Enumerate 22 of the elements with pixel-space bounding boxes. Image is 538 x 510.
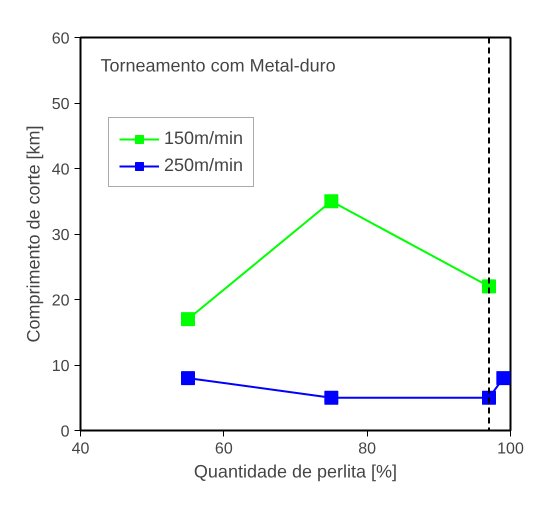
x-tick-label: 40: [72, 440, 90, 458]
point: [324, 194, 338, 208]
x-tick-label: 80: [358, 440, 376, 458]
y-tick-label: 50: [52, 96, 70, 113]
legend-label: 150m/min: [164, 128, 244, 149]
point: [324, 390, 338, 405]
y-tick-label: 30: [52, 227, 70, 244]
legend-label: 250m/min: [164, 155, 244, 176]
y-tick-label: 40: [52, 162, 70, 178]
point: [496, 371, 510, 386]
y-tick-label: 10: [52, 358, 70, 375]
point: [181, 312, 195, 326]
y-tick-label: 20: [52, 292, 70, 310]
x-tick-label: 100: [497, 440, 524, 458]
point: [482, 390, 496, 405]
point: [181, 371, 195, 386]
y-tick-label: 60: [52, 30, 70, 48]
x-axis-title: Quantidade de perlita [%]: [194, 462, 398, 482]
x-tick-label: 60: [214, 440, 233, 458]
y-tick-label: 0: [60, 424, 70, 440]
legend-title: Torneamento com Metal-duro: [100, 56, 336, 76]
y-axis-title: Comprimento de corte [km]: [24, 125, 44, 343]
